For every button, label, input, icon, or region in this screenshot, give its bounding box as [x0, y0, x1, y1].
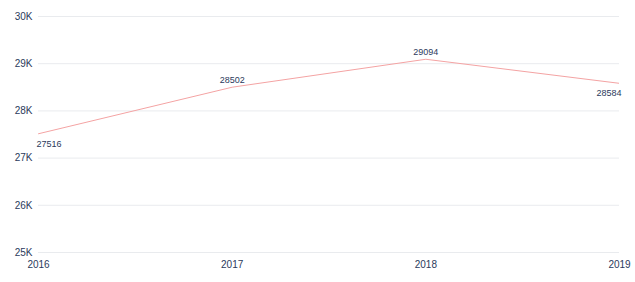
svg-text:28584: 28584: [596, 88, 621, 98]
svg-text:30K: 30K: [15, 11, 33, 22]
svg-text:29094: 29094: [413, 47, 438, 57]
svg-text:27516: 27516: [37, 139, 62, 149]
svg-text:25K: 25K: [15, 247, 33, 258]
svg-text:2018: 2018: [415, 259, 438, 270]
svg-text:28K: 28K: [15, 105, 33, 116]
svg-text:2016: 2016: [27, 259, 50, 270]
svg-text:2019: 2019: [608, 259, 631, 270]
svg-text:27K: 27K: [15, 152, 33, 163]
svg-text:26K: 26K: [15, 200, 33, 211]
svg-text:28502: 28502: [220, 75, 245, 85]
svg-text:2017: 2017: [221, 259, 244, 270]
svg-text:29K: 29K: [15, 58, 33, 69]
